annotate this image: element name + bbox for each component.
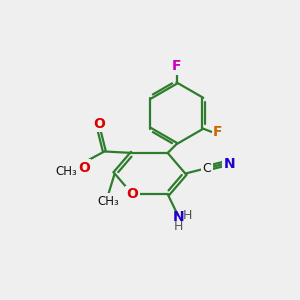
Text: H: H bbox=[183, 209, 192, 222]
Text: F: F bbox=[172, 59, 181, 73]
Text: CH₃: CH₃ bbox=[97, 195, 119, 208]
Text: N: N bbox=[173, 210, 184, 224]
Text: H: H bbox=[174, 220, 183, 233]
Text: O: O bbox=[93, 117, 105, 131]
Text: C: C bbox=[203, 162, 212, 175]
Text: O: O bbox=[78, 161, 90, 175]
Text: F: F bbox=[213, 125, 223, 139]
Text: CH₃: CH₃ bbox=[55, 165, 77, 178]
Text: O: O bbox=[126, 187, 138, 201]
Text: N: N bbox=[224, 157, 235, 171]
